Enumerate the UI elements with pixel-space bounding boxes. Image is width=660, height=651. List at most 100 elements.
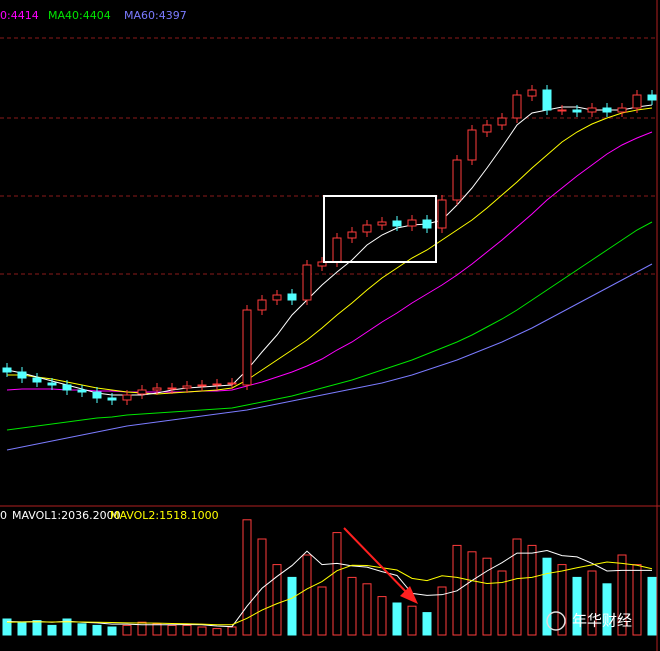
watermark: 年华财经 (572, 612, 632, 630)
candle-body (92, 391, 102, 399)
volume-bar (362, 583, 372, 636)
volume-bar (32, 620, 42, 636)
volume-bar (62, 618, 72, 636)
candle-body (47, 382, 57, 386)
ma-line (7, 107, 653, 395)
volume-bar (602, 583, 612, 636)
volume-bar (212, 628, 222, 636)
candle-body (77, 389, 87, 393)
volume-bar (572, 576, 582, 636)
candle-body (257, 299, 267, 311)
volume-bar (557, 564, 567, 636)
volume-bar (647, 576, 657, 636)
volume-bar (77, 623, 87, 636)
candle-body (62, 384, 72, 391)
candle-body (107, 397, 117, 401)
candle-body (2, 367, 12, 373)
volume-bar (407, 605, 417, 636)
candle-body (572, 109, 582, 113)
volume-bar (242, 519, 252, 636)
volume-bar (452, 544, 462, 636)
candle-body (602, 107, 612, 113)
candle-body (587, 107, 597, 113)
candle-body (617, 107, 627, 113)
arrow (343, 527, 411, 597)
candle-body (452, 159, 462, 201)
legend-prefix: 0 (0, 509, 7, 522)
legend-entry: 0:4414 (0, 9, 39, 22)
volume-bar (167, 624, 177, 636)
ma-line (6, 131, 653, 393)
candle-body (122, 394, 132, 401)
volume-bar (617, 554, 627, 636)
volume-bar (632, 564, 642, 636)
candle-body (317, 261, 327, 267)
candle-body (137, 389, 147, 395)
volume-bar (287, 576, 297, 636)
volume-bar (152, 623, 162, 636)
candle-body (557, 109, 567, 112)
volume-bar (332, 532, 342, 636)
candle-body (497, 117, 507, 126)
volume-bar (2, 618, 12, 636)
candle-body (512, 94, 522, 119)
volume-bar (377, 596, 387, 636)
volume-bar (437, 586, 447, 636)
candle-body (227, 382, 237, 385)
candle-body (632, 94, 642, 109)
candle-body (407, 219, 417, 227)
candle-body (392, 220, 402, 227)
legend-entry: MA40:4404 (48, 9, 111, 22)
ma-line (6, 263, 653, 451)
volume-bar (347, 576, 357, 636)
candle-body (482, 124, 492, 133)
volume-bar (272, 564, 282, 636)
volume-bar (92, 624, 102, 636)
volume-bar (137, 621, 147, 636)
volume-bar (107, 626, 117, 636)
volume-bar (302, 554, 312, 636)
candle-body (17, 371, 27, 379)
ma-line (6, 550, 652, 628)
candle-body (377, 221, 387, 226)
volume-bar (17, 621, 27, 636)
candle-body (647, 94, 657, 101)
arrow-head (400, 586, 418, 604)
candle-body (467, 129, 477, 161)
candle-body (362, 224, 372, 233)
candle-body (347, 231, 357, 239)
volume-bar (197, 626, 207, 636)
volume-bar (497, 570, 507, 636)
volume-bar (47, 624, 57, 636)
volume-bar (122, 624, 132, 636)
volume-bar (227, 626, 237, 636)
volume-bar (467, 551, 477, 636)
ma-line (6, 561, 653, 626)
volume-bar (422, 612, 432, 636)
volume-bar (512, 538, 522, 636)
candle-body (542, 89, 552, 111)
legend-entry: MA60:4397 (124, 9, 187, 22)
plot-area (2, 85, 657, 636)
volume-bar (482, 557, 492, 636)
candle-body (437, 199, 447, 229)
candle-body (152, 387, 162, 391)
volume-bar (182, 624, 192, 636)
volume-bar (317, 586, 327, 636)
highlight-box (323, 195, 437, 263)
legend-entry: MAVOL2:1518.1000 (110, 509, 219, 522)
candle-body (167, 387, 177, 390)
volume-bar (257, 538, 267, 636)
candle-body (242, 309, 252, 386)
volume-bar (527, 544, 537, 636)
candle-body (287, 293, 297, 301)
watermark-icon (546, 611, 566, 631)
candle-body (332, 237, 342, 263)
legend: 0:4414 MA40:4404 MA60:4397 0 MAVOL1:2036… (0, 9, 219, 522)
legend-entry: MAVOL1:2036.2000 (12, 509, 121, 522)
candle-body (302, 264, 312, 301)
ma-line (6, 221, 653, 431)
